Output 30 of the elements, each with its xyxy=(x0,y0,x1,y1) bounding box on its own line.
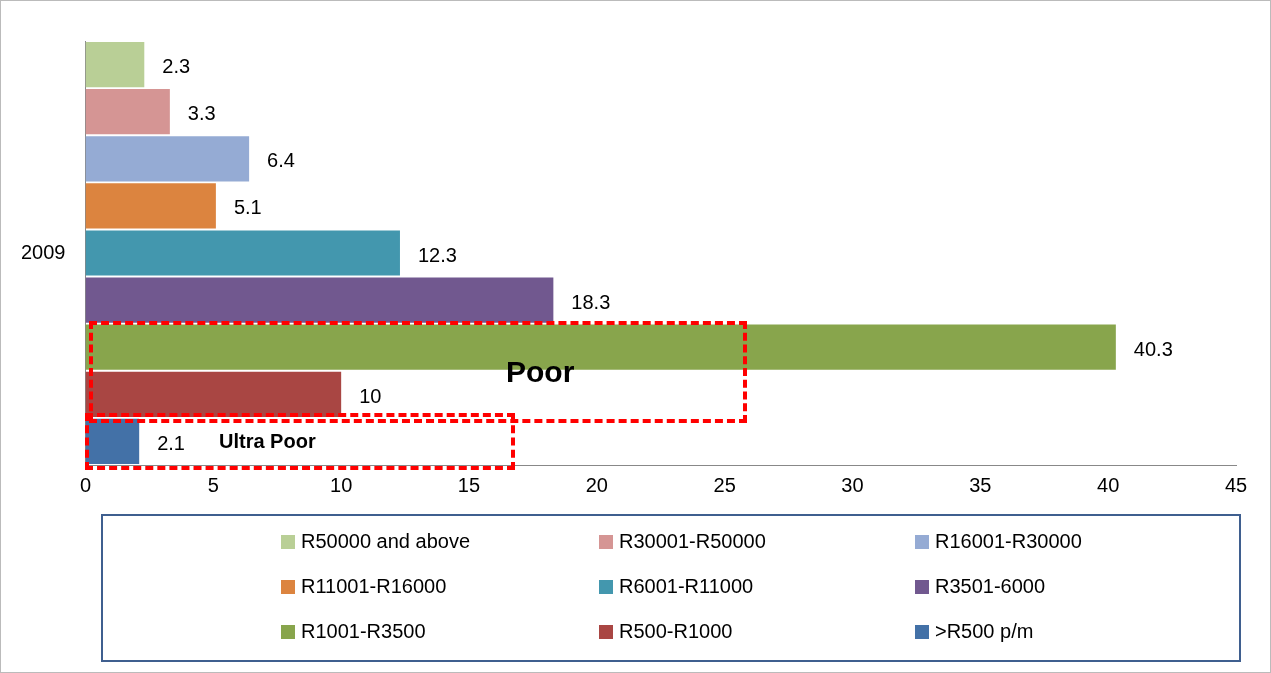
x-tick-label: 15 xyxy=(457,473,481,496)
legend-label: >R500 p/m xyxy=(935,620,1034,643)
legend-label: R11001-R16000 xyxy=(301,575,447,598)
data-label: 3.3 xyxy=(187,102,216,125)
data-label: 12.3 xyxy=(417,243,457,266)
legend-label: R30001-R50000 xyxy=(619,530,766,553)
legend-label: R500-R1000 xyxy=(619,620,733,643)
data-label: 6.4 xyxy=(267,149,295,172)
data-label: 40.3 xyxy=(1133,337,1173,360)
data-label: 5.1 xyxy=(233,196,262,219)
x-tick-label: 30 xyxy=(841,473,864,496)
legend-label: R16001-R30000 xyxy=(935,530,1082,553)
x-tick-label: 45 xyxy=(1224,473,1248,496)
y-tick-label: 2009 xyxy=(20,240,66,263)
x-tick-label: 0 xyxy=(79,473,92,496)
legend-label: R1001-R3500 xyxy=(301,620,426,643)
x-tick-label: 10 xyxy=(330,473,353,496)
data-label: 2.1 xyxy=(157,431,185,454)
x-tick-label: 40 xyxy=(1097,473,1120,496)
x-tick-label: 25 xyxy=(713,473,736,496)
data-label: 2.3 xyxy=(162,55,191,78)
legend-label: R50000 and above xyxy=(301,530,471,553)
x-tick-label: 35 xyxy=(969,473,992,496)
legend-label: R3501-6000 xyxy=(935,575,1046,598)
annotation: Ultra Poor xyxy=(219,430,316,453)
x-tick-label: 5 xyxy=(207,473,219,496)
x-tick-label: 20 xyxy=(585,473,608,496)
data-label: 10 xyxy=(359,384,382,407)
data-label: 18.3 xyxy=(571,290,611,313)
legend-label: R6001-R11000 xyxy=(619,575,754,598)
